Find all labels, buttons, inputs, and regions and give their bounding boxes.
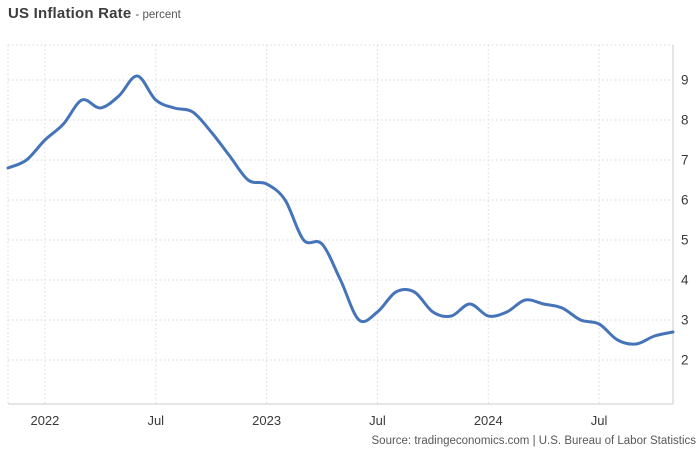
y-tick-label: 3 [681, 313, 689, 328]
x-tick-label: 2023 [252, 413, 281, 428]
chart-title: US Inflation Rate [8, 5, 132, 22]
x-tick-label: Jul [369, 413, 386, 428]
inflation-line-series[interactable] [6, 74, 675, 346]
chart-subtitle: - percent [135, 9, 181, 21]
y-tick-label: 5 [681, 233, 689, 248]
plot-area[interactable] [8, 45, 673, 404]
y-tick-label: 8 [681, 113, 689, 128]
chart-header: US Inflation Rate - percent [8, 5, 181, 23]
x-tick-label: 2024 [474, 413, 503, 428]
y-tick-label: 6 [681, 193, 689, 208]
x-tick-label: Jul [147, 413, 164, 428]
source-attribution[interactable]: Source: tradingeconomics.com | U.S. Bure… [371, 435, 697, 447]
y-tick-label: 7 [681, 153, 689, 168]
y-tick-label: 2 [681, 353, 689, 368]
x-tick-label: Jul [591, 413, 608, 428]
x-tick-label: 2022 [30, 413, 59, 428]
y-tick-label: 4 [681, 273, 689, 288]
y-tick-label: 9 [681, 73, 689, 88]
